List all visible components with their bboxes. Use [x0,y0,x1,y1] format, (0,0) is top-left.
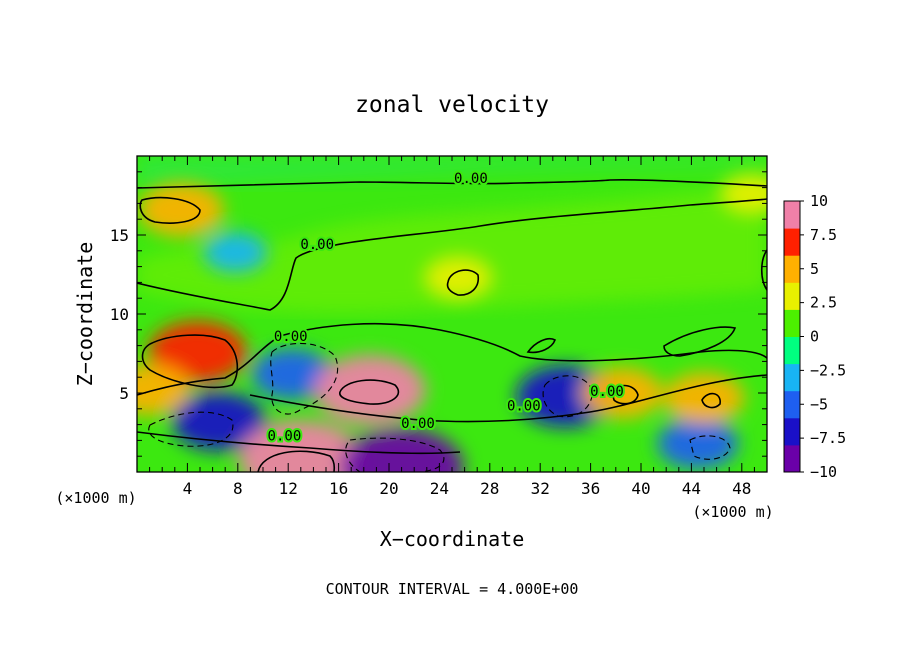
contour-line [446,269,480,296]
colorbar-tick-label: 7.5 [810,226,837,244]
x-tick-label: 12 [279,479,298,498]
contour-label: 0.00 [300,237,334,253]
chart-title: zonal velocity [355,92,549,118]
field-feature [581,367,663,419]
colorbar-tick-label: −5 [810,395,828,413]
x-tick-label: 24 [430,479,449,498]
y-unit-label: (×1000 m) [55,489,136,507]
y-axis-label: Z−coordinate [73,242,97,387]
field-feature [171,391,266,452]
plot-area: 0.00 0.00 0.00 0.00 0.00 0.00 0.00 [137,156,767,472]
y-tick-label: 5 [119,384,129,403]
field-feature [138,182,224,237]
colorbar-segment [784,201,800,229]
contour-label: 0.00 [268,428,302,444]
field-feature [339,428,464,472]
x-tick-label: 36 [581,479,600,498]
colorbar-tick-label: −2.5 [810,361,846,379]
x-tick-label: 4 [183,479,193,498]
x-tick-label: 28 [480,479,499,498]
contour-line [257,450,336,472]
contour-label: 0.00 [454,171,488,187]
colorbar-segment [784,228,800,256]
colorbar-tick-label: −7.5 [810,429,846,447]
colorbar-segment [784,282,800,310]
contour-line [137,198,767,311]
x-tick-label: 16 [329,479,348,498]
x-tick-label: 20 [379,479,398,498]
x-tick-label: 8 [233,479,243,498]
contour-line [542,375,593,418]
field-feature [137,364,191,416]
field-feature [720,173,767,214]
contour-line [689,435,731,460]
contour-line [141,334,239,389]
colorbar-segment [784,417,800,446]
contour-label: 0.00 [274,329,308,345]
x-unit-label: (×1000 m) [692,503,773,521]
contour-line [137,179,767,189]
colorbar-segment [784,255,800,283]
contour-line [139,196,201,224]
contour-line [137,322,767,396]
colorbar-tick-label: 5 [810,260,819,278]
x-tick-label: 44 [682,479,701,498]
y-tick-label: 15 [110,226,129,245]
y-tick-label: 10 [110,305,129,324]
contour-line [345,437,445,472]
colorbar: 10 7.5 5 2.5 0 −2.5 −5 −7.5 −10 [783,192,846,481]
field-feature [424,256,493,300]
contour-line [270,342,339,415]
contour-line [339,379,400,405]
field-feature [251,348,333,400]
colorbar-segment [784,336,800,365]
x-axis-label: X−coordinate [380,527,525,551]
colorbar-tick-label: −10 [810,463,837,481]
contour-line [148,411,234,447]
contour-label: 0.00 [507,398,541,414]
x-tick-label: 32 [531,479,550,498]
colorbar-tick-label: 2.5 [810,294,837,312]
contour-lines [137,179,767,472]
negative-contours [148,342,731,472]
contour-label: 0.00 [590,384,624,400]
x-tick-label: 40 [631,479,650,498]
field-feature [203,232,268,273]
colorbar-segment [784,363,800,392]
contour-line [137,431,461,455]
field-band [137,186,767,314]
field-band [137,156,767,190]
contour-labels: 0.00 0.00 0.00 0.00 0.00 0.00 0.00 [266,169,626,447]
contour-line [526,337,556,354]
colorbar-segment [784,309,800,337]
colorbar-segment [784,390,800,419]
x-axis: 4 8 12 16 20 24 28 32 36 40 44 48 [136,156,768,498]
colorbar-tick-label: 10 [810,192,828,210]
contour-line [663,326,737,357]
colorbar-segment [784,444,800,473]
y-axis: 5 10 15 [110,155,767,473]
contour-line [611,384,639,405]
colorbar-tick-label: 0 [810,328,819,346]
field-feature [657,418,739,470]
contour-interval-note: CONTOUR INTERVAL = 4.000E+00 [326,580,579,598]
contour-line [249,374,767,423]
contour-label: 0.00 [401,416,435,432]
field-feature [314,354,426,425]
contour-line [760,249,767,291]
x-tick-label: 48 [732,479,751,498]
contour-line [701,392,721,409]
